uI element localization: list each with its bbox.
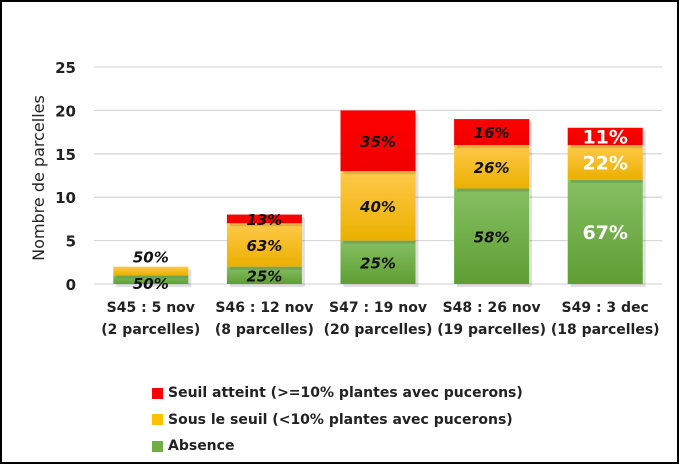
legend-item: Sous le seuil (<10% plantes avec puceron… — [152, 407, 523, 434]
bar-segment — [226, 223, 302, 267]
y-tick-label: 5 — [66, 233, 76, 251]
bar-segment — [226, 266, 302, 284]
x-tick-label: S48 : 26 nov — [443, 300, 541, 316]
bar-segment — [454, 119, 530, 146]
y-tick-label: 0 — [66, 276, 76, 294]
bar-segment — [454, 188, 530, 284]
x-tick-label: S45 : 5 nov — [107, 300, 195, 316]
y-tick-label: 15 — [55, 146, 76, 164]
bar-segment — [340, 110, 416, 172]
x-tick-label: (20 parcelles) — [324, 322, 433, 338]
bar-segment — [340, 240, 416, 284]
data-label: 40% — [359, 198, 396, 216]
legend-label: Absence — [168, 438, 235, 455]
data-label: 50% — [133, 249, 169, 267]
bar-segment — [454, 145, 530, 189]
x-tick-label: S46 : 12 nov — [215, 300, 313, 316]
y-tick-label: 20 — [55, 102, 76, 120]
legend-item: Seuil atteint (>=10% plantes avec pucero… — [152, 380, 523, 407]
bar-segment — [226, 214, 302, 224]
data-label: 35% — [360, 133, 396, 151]
data-label: 13% — [246, 211, 282, 229]
legend-swatch — [152, 414, 163, 426]
bar-segment — [340, 171, 416, 241]
x-tick-label: (19 parcelles) — [437, 322, 546, 338]
data-label: 16% — [474, 124, 510, 142]
legend-swatch — [152, 440, 163, 452]
legend-label: Sous le seuil (<10% plantes avec puceron… — [168, 411, 513, 428]
bar-segment — [567, 179, 643, 284]
data-label: 63% — [246, 237, 282, 255]
bar-segment — [113, 266, 189, 276]
x-tick-label: (8 parcelles) — [215, 322, 314, 338]
legend-item: Absence — [152, 433, 523, 460]
bar-segment — [567, 127, 643, 146]
data-label: 58% — [474, 228, 510, 246]
legend: Seuil atteint (>=10% plantes avec pucero… — [152, 380, 523, 460]
legend-swatch — [152, 387, 163, 399]
bar-segment — [567, 145, 643, 180]
data-label: 25% — [360, 254, 396, 272]
data-label: 50% — [133, 275, 169, 293]
data-label: 67% — [582, 222, 627, 244]
bar-segment — [113, 275, 189, 284]
x-tick-label: (18 parcelles) — [551, 322, 660, 338]
y-tick-label: 10 — [55, 189, 76, 207]
y-tick-label: 25 — [55, 59, 76, 77]
data-label: 22% — [582, 152, 627, 174]
x-tick-label: (2 parcelles) — [101, 322, 200, 338]
data-label: 26% — [474, 159, 510, 177]
data-label: 25% — [246, 267, 282, 285]
x-tick-label: S49 : 3 dec — [562, 300, 649, 316]
x-tick-label: S47 : 19 nov — [329, 300, 427, 316]
y-axis-label: Nombre de parcelles — [29, 95, 48, 261]
legend-label: Seuil atteint (>=10% plantes avec pucero… — [168, 385, 523, 402]
stacked-bar-chart: Nombre de parcelles 0 5 10 15 20 25 50% 50% S45 … — [29, 59, 662, 338]
data-label: 11% — [582, 126, 627, 148]
